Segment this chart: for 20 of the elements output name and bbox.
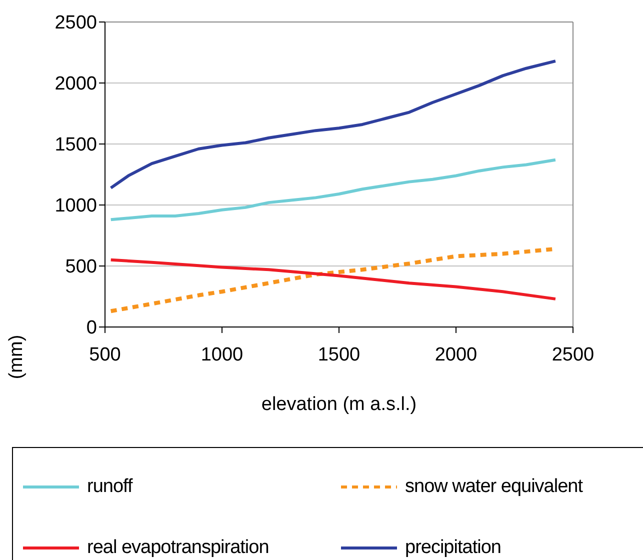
y-tick-label: 1000 <box>54 196 97 217</box>
y-tick-label: 2000 <box>54 74 97 95</box>
x-tick-label: 1000 <box>200 344 244 366</box>
y-tick-label: 500 <box>65 256 97 278</box>
legend-label: real evapotranspiration <box>87 536 269 559</box>
line-series <box>109 158 557 222</box>
legend-label: snow water equivalent <box>405 476 582 498</box>
x-tick-label: 500 <box>89 344 121 366</box>
legend-label: runoff <box>87 476 132 498</box>
x-tick-label: 2500 <box>552 344 594 366</box>
x-tick-label: 2000 <box>434 344 478 366</box>
legend-label: precipitation <box>405 536 501 559</box>
x-axis-title: elevation (m a.s.l.) <box>261 394 417 415</box>
y-axis-title: (mm) <box>6 334 27 380</box>
line-series <box>109 60 557 190</box>
y-tick-label: 0 <box>86 318 97 339</box>
x-tick-label: 1500 <box>318 344 360 366</box>
line-series <box>109 258 557 300</box>
y-tick-label: 1500 <box>54 134 97 156</box>
y-tick-label: 2500 <box>54 12 97 34</box>
